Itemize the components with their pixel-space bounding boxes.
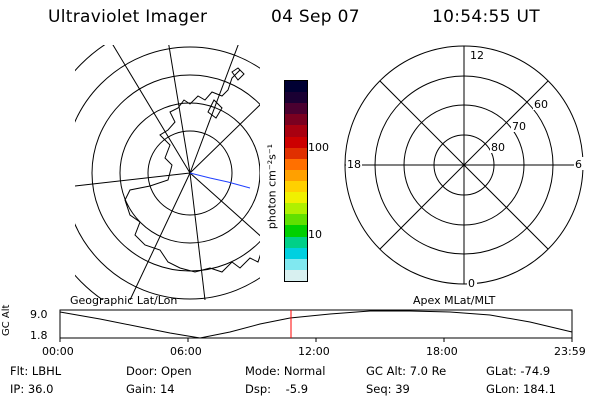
glat-info: GLat: -74.9: [486, 364, 551, 378]
ip-info: IP: 36.0: [10, 382, 54, 396]
colorbar-segment: [285, 247, 307, 259]
meridian: [189, 104, 260, 174]
colorbar-unit-label: photon cm⁻²s⁻¹: [265, 143, 279, 230]
colorbar-segment: [285, 269, 307, 281]
meridian: [75, 172, 191, 187]
altitude-ytick-low: 1.8: [30, 329, 48, 342]
mlat-label-60: 60: [534, 98, 548, 111]
meridian: [112, 45, 191, 174]
colorbar-segment: [285, 225, 307, 237]
time-tick-0600: 06:00: [170, 345, 202, 358]
mlt-label-6: 6: [575, 158, 582, 171]
time-tick-2359: 23:59: [554, 345, 586, 358]
colorbar-segment: [285, 192, 307, 204]
meridian: [129, 172, 191, 300]
glon-info: GLon: 184.1: [486, 382, 556, 396]
mlat-label-80: 80: [491, 141, 505, 154]
coastline: [124, 69, 260, 273]
apex-label: Apex MLat/MLT: [413, 294, 496, 307]
colorbar-segment: [285, 180, 307, 193]
colorbar-segment: [285, 103, 307, 115]
mlat-label-70: 70: [512, 120, 526, 133]
seq-info: Seq: 39: [366, 382, 410, 396]
lat-circle: [119, 102, 260, 244]
geographic-label: Geographic Lat/Lon: [70, 294, 178, 307]
altitude-ytick-high: 9.0: [30, 308, 48, 321]
colorbar-segment: [285, 125, 307, 137]
mlt-label-18: 18: [347, 158, 361, 171]
magnetic-polar-plot: 12 18 6 0 60 70 80: [344, 45, 584, 290]
colorbar-segment: [285, 169, 307, 181]
colorbar-segment: [285, 81, 307, 93]
colorbar-segment: [285, 114, 307, 126]
colorbar-tick-100: 100: [308, 141, 329, 154]
mlt-line: [379, 80, 549, 250]
colorbar-segment: [285, 92, 307, 104]
coastline: [207, 99, 223, 119]
date-label: 04 Sep 07: [271, 7, 360, 27]
gc-alt-info: GC Alt: 7.0 Re: [366, 364, 447, 378]
mode-info: Mode: Normal: [245, 364, 326, 378]
colorbar-segment: [285, 258, 307, 270]
lat-circle: [75, 45, 106, 300]
altitude-plot-frame: [59, 309, 573, 339]
filter-info: Flt: LBHL: [10, 364, 62, 378]
time-label: 10:54:55 UT: [432, 7, 540, 27]
color-bar: [284, 80, 308, 282]
lat-circle: [75, 46, 260, 300]
colorbar-tick-10: 10: [308, 228, 322, 241]
mlt-label-0: 0: [468, 277, 475, 290]
time-tick-0000: 00:00: [42, 345, 74, 358]
geographic-map: [75, 45, 260, 300]
colorbar-segment: [285, 136, 307, 148]
time-tick-1200: 12:00: [298, 345, 330, 358]
colorbar-segment: [285, 236, 307, 248]
door-info: Door: Open: [126, 364, 192, 378]
altitude-curve: [59, 310, 573, 339]
colorbar-segment: [285, 158, 307, 170]
sun-meridian-line: [189, 172, 251, 189]
colorbar-segment: [285, 203, 307, 215]
lat-circle: [147, 130, 233, 216]
mlt-label-12: 12: [470, 49, 484, 62]
time-tick-1800: 18:00: [426, 345, 458, 358]
meridian: [189, 172, 260, 237]
meridian: [189, 172, 206, 300]
instrument-title: Ultraviolet Imager: [48, 7, 208, 27]
altitude-ylabel: GC Alt: [1, 304, 12, 336]
altitude-plot: [59, 309, 573, 342]
dsp-info: Dsp: -5.9: [245, 382, 309, 396]
colorbar-segment: [285, 214, 307, 226]
coastline: [231, 67, 245, 81]
meridian: [189, 45, 239, 174]
colorbar-segment: [285, 147, 307, 159]
gain-info: Gain: 14: [126, 382, 175, 396]
